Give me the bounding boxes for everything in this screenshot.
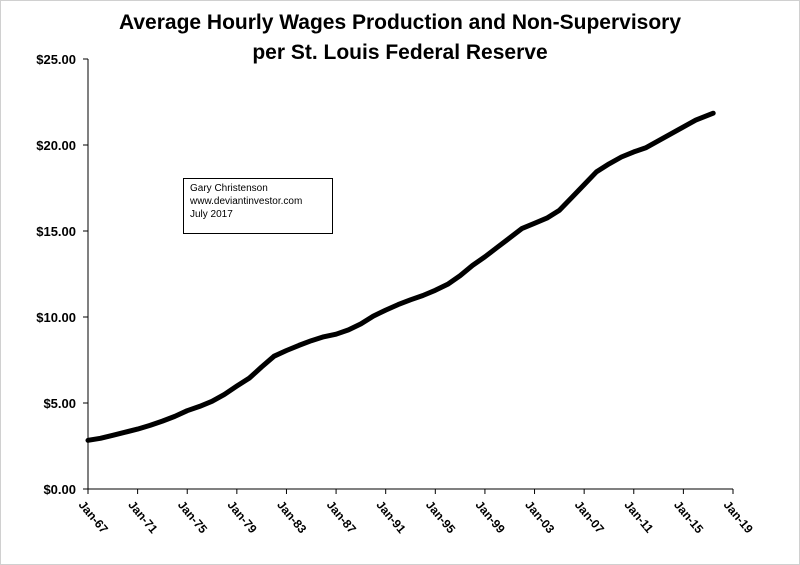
annotation-website: www.deviantinvestor.com (190, 196, 303, 207)
chart-axes (87, 59, 733, 490)
x-tick-label: Jan-83 (274, 498, 309, 536)
annotation-box: Gary Christenson www.deviantinvestor.com… (183, 178, 333, 234)
x-tick-label: Jan-87 (324, 498, 359, 536)
x-tick-label: Jan-91 (373, 498, 408, 536)
y-tick-label: $25.00 (36, 52, 76, 67)
x-tick-label: Jan-15 (671, 498, 706, 536)
y-tick-label: $20.00 (36, 138, 76, 153)
x-tick-label: Jan-95 (423, 498, 458, 536)
x-tick-label: Jan-07 (572, 498, 607, 536)
x-tick-label: Jan-19 (721, 498, 756, 536)
annotation-date: July 2017 (190, 209, 233, 220)
x-tick-label: Jan-71 (125, 498, 160, 536)
chart-title-line-2: per St. Louis Federal Reserve (252, 41, 548, 64)
series-line-0 (85, 110, 716, 443)
y-axis-ticks: $0.00 $5.00 $10.00 $15.00 $20.00 $25.00 (36, 52, 88, 497)
x-tick-label: Jan-11 (621, 498, 656, 536)
y-tick-label: $5.00 (43, 396, 76, 411)
y-tick-label: $0.00 (43, 482, 76, 497)
x-tick-label: Jan-67 (76, 498, 111, 536)
y-tick-label: $10.00 (36, 310, 76, 325)
annotation-author: Gary Christenson (190, 183, 268, 194)
x-tick-label: Jan-03 (522, 498, 557, 536)
series-layer (85, 110, 716, 443)
x-axis-ticks: Jan-67 Jan-71 Jan-75 Jan-79 Jan-83 Jan-87 Jan-… (76, 489, 756, 536)
x-tick-label: Jan-79 (225, 498, 260, 536)
x-tick-label: Jan-99 (473, 498, 508, 536)
x-tick-label: Jan-75 (175, 498, 210, 536)
chart-title-line-1: Average Hourly Wages Production and Non-… (118, 11, 682, 34)
y-tick-label: $15.00 (36, 224, 76, 239)
